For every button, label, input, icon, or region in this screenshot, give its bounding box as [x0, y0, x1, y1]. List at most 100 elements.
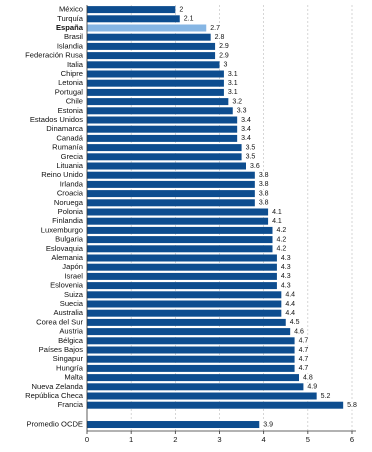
y-tick-label: Lituania	[56, 161, 83, 170]
y-tick-label: Singapur	[53, 354, 84, 363]
value-label-bg	[283, 291, 298, 300]
value-label: 4.4	[285, 310, 295, 317]
value-label: 3.4	[241, 126, 251, 133]
value-label: 3.5	[246, 154, 256, 161]
bar	[87, 24, 207, 32]
value-label-bg	[278, 254, 293, 263]
value-label-bg	[256, 180, 271, 189]
bar	[87, 70, 224, 78]
value-label-bg	[301, 373, 315, 382]
bar	[87, 401, 344, 409]
value-label-bg	[225, 70, 240, 79]
value-label-bg	[212, 33, 227, 42]
y-tick-label: Japón	[62, 262, 83, 271]
value-label: 3.6	[250, 163, 260, 170]
bar	[87, 272, 277, 280]
value-label: 5.8	[347, 402, 357, 409]
value-label-bg	[221, 61, 230, 70]
value-label-bg	[278, 263, 293, 272]
bar	[87, 355, 295, 363]
value-label-bg	[217, 42, 231, 51]
value-label-bg	[181, 15, 196, 24]
value-label: 4.1	[272, 218, 282, 225]
value-label-bg	[243, 143, 258, 152]
y-tick-label: Reino Unido	[41, 170, 83, 179]
bar	[87, 392, 317, 400]
bar	[87, 421, 260, 429]
value-label-bg	[177, 5, 186, 14]
y-tick-label: Israel	[64, 271, 83, 280]
y-tick-label: Estonia	[58, 106, 84, 115]
y-tick-label: Italia	[67, 60, 84, 69]
bar	[87, 88, 224, 96]
y-tick-label: Hungría	[56, 363, 84, 372]
bar	[87, 116, 238, 124]
value-label-bg	[225, 79, 240, 88]
y-tick-label: Rumanía	[52, 143, 84, 152]
y-tick-label: España	[56, 23, 84, 32]
y-tick-label: Alemania	[51, 253, 83, 262]
y-tick-label: Irlanda	[60, 179, 84, 188]
bar	[87, 134, 238, 142]
y-tick-label: Portugal	[55, 87, 84, 96]
value-label-bg	[256, 189, 271, 198]
value-label-bg	[256, 199, 271, 208]
value-label-bg	[239, 116, 254, 125]
y-tick-label: Australia	[53, 308, 83, 317]
value-label: 4.4	[285, 292, 295, 299]
bar	[87, 226, 273, 234]
value-label: 4.8	[303, 374, 313, 381]
value-label-bg	[234, 107, 249, 116]
y-tick-label: México	[59, 5, 83, 14]
value-label-bg	[208, 24, 223, 33]
bar	[87, 254, 277, 262]
y-tick-label: Turquía	[57, 14, 84, 23]
value-label: 3.1	[228, 80, 238, 87]
y-tick-label: Suecia	[60, 299, 84, 308]
value-label: 2.8	[215, 34, 225, 41]
value-label: 2.7	[210, 25, 220, 32]
value-label: 4.2	[277, 246, 287, 253]
bar	[87, 153, 242, 161]
bar	[87, 52, 216, 60]
y-tick-label: Polonia	[58, 207, 84, 216]
y-tick-label: Islandia	[57, 41, 84, 50]
bar	[87, 33, 211, 41]
bar	[87, 291, 282, 299]
bar	[87, 180, 255, 188]
value-label-bg	[217, 51, 231, 60]
bar	[87, 6, 176, 14]
y-tick-label: Suiza	[64, 290, 84, 299]
y-tick-label: Luxemburgo	[41, 225, 83, 234]
value-label: 3.3	[237, 108, 247, 115]
bar	[87, 245, 273, 253]
value-label: 5.2	[321, 393, 331, 400]
bar	[87, 171, 255, 179]
x-tick-label: 4	[262, 435, 266, 444]
value-label: 3.1	[228, 89, 238, 96]
bar	[87, 309, 282, 317]
x-tick-label: 6	[350, 435, 354, 444]
y-tick-label: Eslovaquia	[46, 244, 84, 253]
value-label: 4.7	[299, 338, 309, 345]
bar	[87, 374, 299, 382]
y-tick-label: Nueva Zelanda	[31, 382, 83, 391]
x-tick-label: 3	[217, 435, 221, 444]
value-label: 2.9	[219, 52, 229, 59]
value-label-bg	[278, 272, 293, 281]
y-tick-label: Finlandia	[52, 216, 84, 225]
value-label-bg	[296, 364, 311, 373]
bar	[87, 236, 273, 244]
y-tick-label: Canadá	[56, 133, 83, 142]
value-label-bg	[270, 208, 284, 217]
value-label-bg	[278, 281, 293, 290]
value-label: 4.5	[290, 319, 300, 326]
y-tick-label: Bulgaria	[55, 235, 84, 244]
value-label-bg	[296, 337, 311, 346]
y-tick-label: Letonia	[58, 78, 84, 87]
y-tick-label: Grecia	[61, 152, 84, 161]
value-label-bg	[274, 235, 289, 244]
value-label: 4.3	[281, 282, 291, 289]
x-tick-label: 5	[306, 435, 310, 444]
